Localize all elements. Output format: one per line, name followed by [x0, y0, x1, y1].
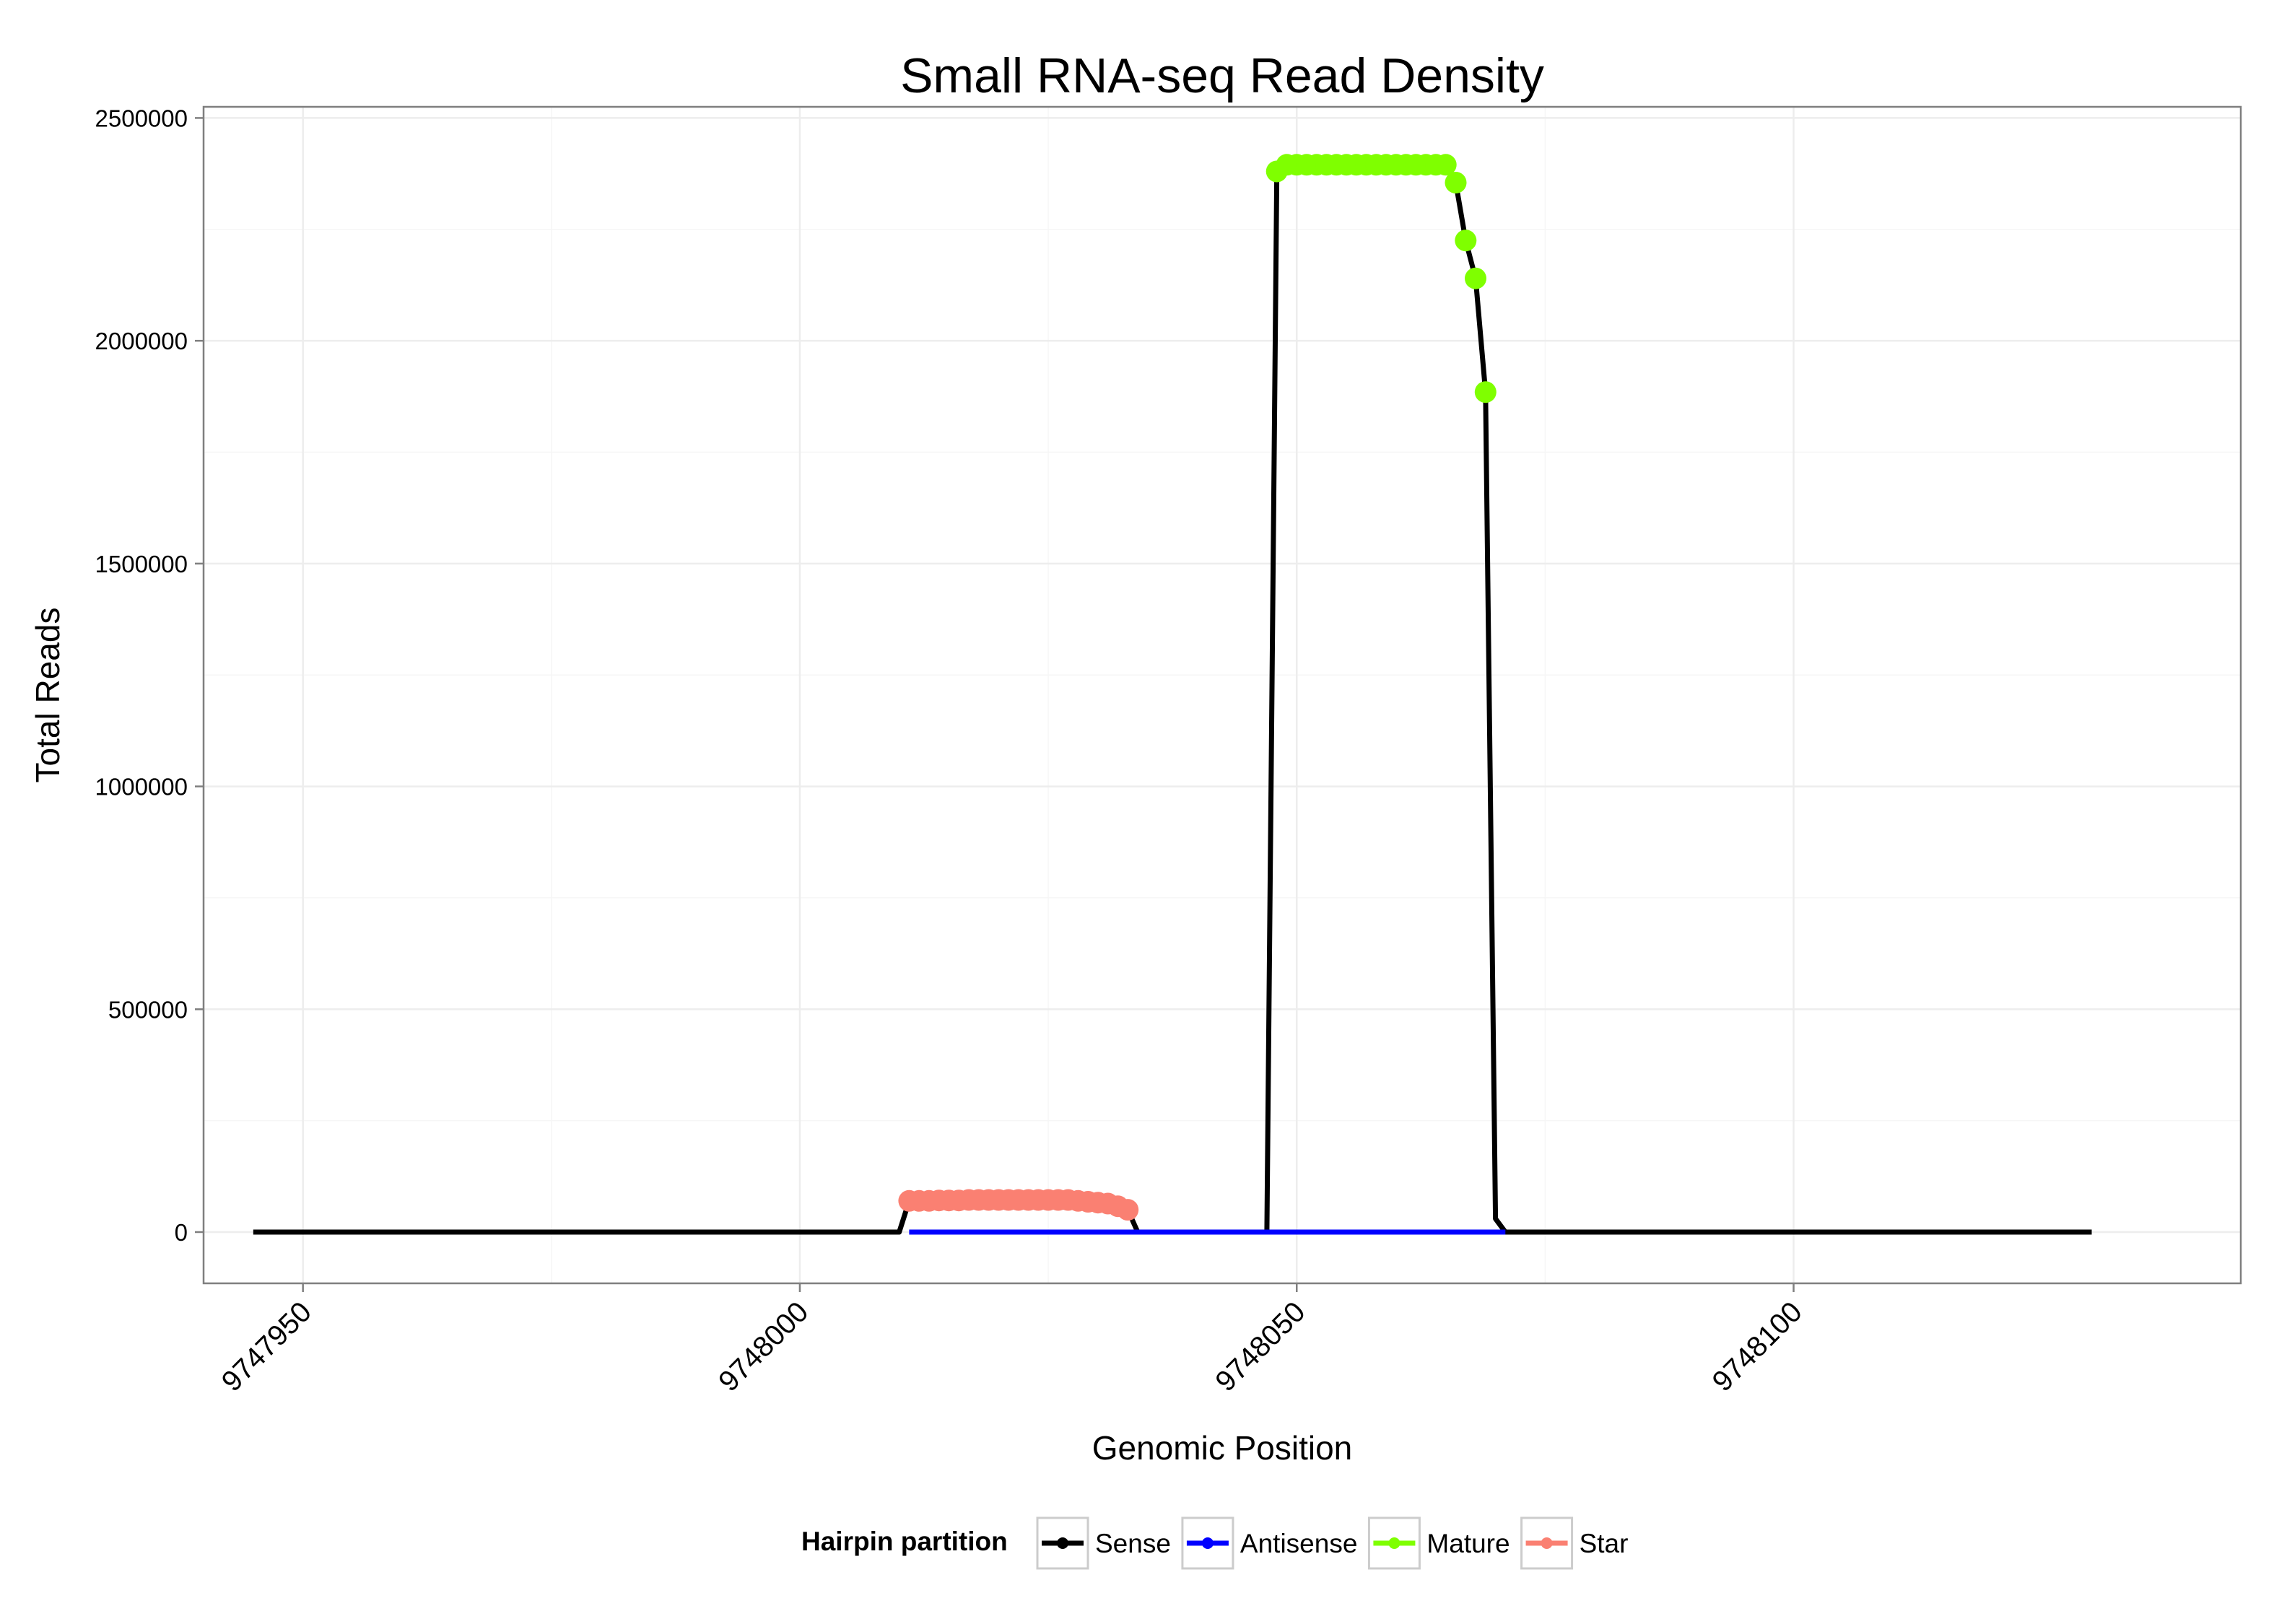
x-tick-label: 9748050 [1209, 1296, 1311, 1397]
y-tick-label: 1500000 [95, 551, 188, 577]
legend-label: Star [1580, 1529, 1629, 1558]
legend-key-point [1541, 1537, 1553, 1549]
legend-key-point [1201, 1537, 1214, 1549]
legend-entry-mature: Mature [1367, 1516, 1510, 1570]
legend-entry-sense: Sense [1036, 1516, 1171, 1570]
data-point-mature [1434, 154, 1457, 176]
chart-title: Small RNA-seq Read Density [900, 48, 1544, 103]
legend-key-point [1057, 1537, 1068, 1549]
legend-key-point [1388, 1537, 1400, 1549]
y-tick-label: 500000 [108, 996, 188, 1023]
y-axis: 0 500000 1000000 1500000 2000000 2500000 [95, 105, 204, 1246]
minor-gridlines [204, 107, 2241, 1283]
x-tick-label: 9748100 [1707, 1296, 1808, 1397]
x-tick-label: 9747950 [216, 1296, 318, 1397]
data-point-mature [1445, 172, 1467, 193]
y-tick-label: 2000000 [95, 328, 188, 354]
legend-label: Antisense [1240, 1529, 1358, 1558]
plot-border [202, 105, 2242, 1285]
legend-label: Sense [1095, 1529, 1171, 1558]
data-point-star [1117, 1199, 1139, 1221]
y-tick-label: 1000000 [95, 774, 188, 800]
y-tick-label: 2500000 [95, 105, 188, 131]
data-point-mature [1474, 381, 1497, 403]
data-point-mature [1455, 230, 1477, 252]
y-axis-title: Total Reads [29, 608, 66, 783]
legend-entry-antisense: Antisense [1181, 1516, 1358, 1570]
series-points [898, 154, 1497, 1221]
x-tick-label: 9748000 [713, 1296, 814, 1397]
legend-entry-star: Star [1520, 1516, 1629, 1570]
plot-background [204, 107, 2241, 1283]
legend-title: Hairpin partition [801, 1527, 1008, 1556]
legend-label: Mature [1426, 1529, 1510, 1558]
legend: Hairpin partition Sense Antisense Mature St… [801, 1516, 1629, 1570]
x-axis: 9747950 9748000 9748050 9748100 [216, 1283, 1808, 1397]
y-tick-label: 0 [175, 1219, 188, 1246]
major-gridlines [204, 107, 2241, 1283]
x-axis-title: Genomic Position [1092, 1429, 1353, 1467]
data-point-mature [1465, 267, 1486, 289]
